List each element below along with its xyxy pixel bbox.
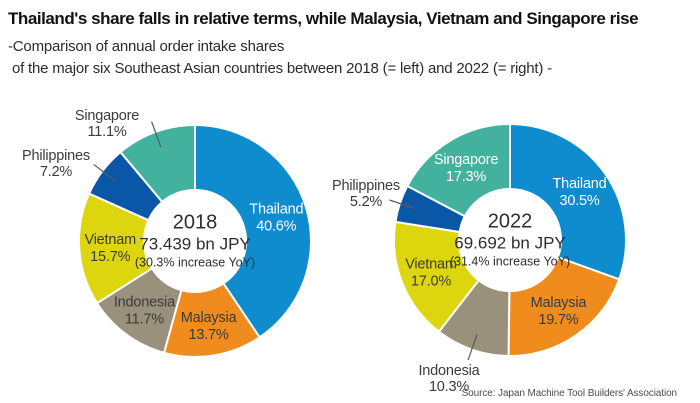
slice-label-2022-singapore: Singapore 17.3% (434, 152, 498, 185)
slice-label-2022-malaysia: Malaysia 19.7% (531, 295, 588, 328)
leader-line-2022-philippines (389, 199, 416, 210)
leader-line-2022-indonesia (467, 334, 478, 361)
slice-2022-thailand (509, 123, 627, 281)
donut-chart-2018: Thailand 40.6% Malaysia 13.7%Indonesia 11.7%… (22, 108, 312, 358)
subtitle-line-1: -Comparison of annual order intake share… (8, 38, 285, 55)
slice-label-2018-malaysia: Malaysia 13.7% (181, 310, 238, 343)
slice-label-2022-indonesia: Indonesia 10.3% (418, 363, 480, 395)
donut-chart-2022: Thailand 30.5% Malaysia 19.7% Indonesia 10.3%… (332, 123, 627, 395)
slice-label-2022-philippines: Philippines 5.2% (332, 178, 400, 210)
leader-line-2018-singapore (151, 121, 162, 148)
page-title: Thailand's share falls in relative terms… (8, 9, 639, 28)
slice-label-2018-singapore: Singapore 11.1% (75, 108, 139, 140)
slice-label-2018-thailand: Thailand 40.6% (249, 201, 303, 234)
slice-2022-singapore (406, 123, 511, 218)
slice-2018-thailand (194, 124, 312, 339)
slice-label-2022-thailand: Thailand 30.5% (553, 176, 607, 209)
slice-label-2018-vietnam: Vietnam 15.7% (84, 232, 136, 265)
subtitle-line-2: of the major six Southeast Asian countri… (8, 60, 552, 77)
source-attribution: Source: Japan Machine Tool Builders' Ass… (461, 388, 677, 399)
slice-2018-singapore (119, 124, 196, 203)
slice-label-2018-philippines: Philippines 7.2% (22, 148, 90, 180)
leader-line-2018-philippines (93, 163, 116, 182)
slice-label-2022-vietnam: Vietnam 17.0% (405, 256, 457, 289)
slice-label-2018-indonesia: Indonesia 11.7% (114, 294, 176, 327)
slice-2022-malaysia (507, 256, 621, 357)
